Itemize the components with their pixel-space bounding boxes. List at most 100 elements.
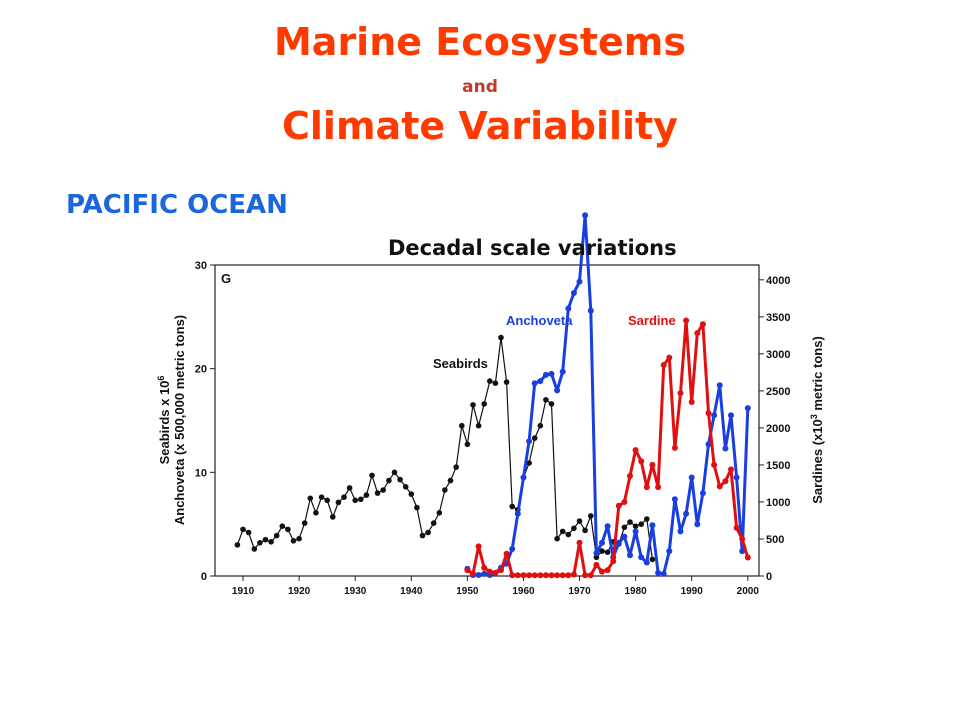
seabirds-point: [503, 379, 510, 385]
x-tick-label: 1920: [288, 586, 311, 597]
seabirds-point: [632, 523, 639, 529]
anchoveta-point: [554, 387, 561, 394]
y-right-tick-label: 0: [766, 571, 772, 583]
anchoveta-point: [643, 559, 650, 566]
y-right-tick-label: 2000: [766, 423, 790, 435]
seabirds-point: [262, 536, 269, 543]
anchoveta-point: [587, 307, 594, 314]
seabirds-point: [509, 503, 515, 510]
seabirds-point: [436, 510, 443, 516]
sardine-point: [688, 399, 695, 405]
seabirds-point: [352, 497, 359, 504]
seabirds-point: [459, 422, 465, 429]
sardine-point: [570, 571, 577, 578]
anchoveta-point: [582, 212, 589, 219]
y-left-tick-label: 30: [195, 260, 207, 272]
x-tick-label: 2000: [737, 586, 760, 597]
page-subtitle-title: Climate Variability: [282, 104, 678, 148]
sardine-point: [542, 572, 549, 579]
x-tick-label: 1950: [456, 586, 479, 597]
seabirds-point: [414, 504, 420, 511]
seabirds-point: [582, 527, 588, 534]
y-left-label-text: Seabirds x 10: [157, 381, 172, 465]
anchoveta-point: [705, 441, 712, 448]
seabirds-point: [537, 422, 544, 429]
seabirds-point: [430, 520, 437, 526]
sardine-point: [498, 567, 504, 574]
seabirds-point: [543, 397, 549, 403]
anchoveta-point: [520, 474, 527, 481]
seabirds-point: [487, 378, 493, 384]
seabirds-point: [442, 487, 448, 493]
sardine-point: [643, 484, 650, 491]
sardine-point: [716, 483, 723, 490]
seabirds-point: [644, 516, 650, 522]
annotation-sardine: Sardine: [628, 313, 676, 328]
sardine-point: [660, 362, 667, 368]
sardine-point: [649, 461, 656, 468]
sardine-point: [722, 478, 729, 485]
y-left-label-line2: Anchoveta (x 500,000 metric tons): [172, 315, 187, 525]
y-left-label-exp: 6: [156, 376, 166, 381]
seabirds-point: [565, 531, 572, 538]
seabirds-point: [588, 513, 594, 519]
anchoveta-point: [694, 521, 701, 528]
seabirds-point: [380, 487, 387, 493]
sardine-point: [559, 572, 566, 579]
y-right-label: Sardines (x103 metric tons): [809, 336, 825, 504]
x-tick-label: 1910: [232, 586, 255, 597]
seabirds-point: [341, 494, 347, 501]
anchoveta-point: [542, 371, 549, 378]
seabirds-point: [273, 532, 280, 539]
sardine-point: [526, 572, 533, 579]
sardine-point: [632, 447, 639, 454]
sardine-point: [520, 572, 527, 579]
seabirds-point: [296, 535, 302, 542]
x-tick-label: 1960: [512, 586, 535, 597]
anchoveta-series-line: [466, 213, 750, 577]
seabirds-point: [307, 495, 314, 502]
seabirds-point: [419, 532, 426, 539]
anchoveta-point: [481, 570, 488, 577]
anchoveta-point: [677, 528, 684, 535]
sardine-point: [593, 561, 600, 568]
x-tick-label: 1940: [400, 586, 423, 597]
seabirds-point: [374, 490, 381, 496]
y-left-tick-label: 20: [195, 364, 207, 376]
seabirds-point: [313, 510, 319, 516]
seabirds-point: [318, 494, 325, 501]
seabirds-point: [453, 464, 460, 470]
sardine-point: [509, 572, 516, 579]
anchoveta-point: [683, 510, 690, 517]
anchoveta-point: [688, 474, 695, 481]
sardine-point: [548, 572, 555, 579]
seabirds-point: [470, 402, 476, 408]
seabirds-point: [324, 497, 331, 504]
page-title: Marine Ecosystems: [273, 20, 687, 64]
anchoveta-point: [666, 548, 673, 555]
seabirds-point: [268, 539, 274, 545]
sardine-point: [503, 550, 510, 557]
seabirds-point: [391, 469, 398, 476]
y-right-label-tail: metric tons): [810, 336, 825, 414]
sardine-point: [705, 410, 712, 417]
y-right-tick-label: 3500: [766, 312, 790, 324]
seabirds-point: [358, 496, 364, 503]
seabirds-point: [335, 499, 342, 506]
y-right-tick-label: 4000: [766, 275, 790, 287]
anchoveta-point: [531, 380, 538, 387]
annotation-anchoveta: Anchoveta: [506, 313, 573, 328]
seabirds-point: [621, 524, 628, 531]
anchoveta-point: [660, 570, 667, 577]
seabirds-point: [481, 401, 488, 407]
seabirds-point: [285, 526, 291, 533]
sardine-point: [587, 572, 594, 579]
anchoveta-point: [537, 378, 544, 385]
chart-subtitle: Decadal scale variations: [388, 236, 677, 260]
anchoveta-point: [559, 368, 566, 375]
sardine-point: [699, 321, 706, 328]
x-tick-label: 1930: [344, 586, 367, 597]
sardine-point: [599, 568, 605, 575]
seabirds-point: [604, 549, 611, 555]
